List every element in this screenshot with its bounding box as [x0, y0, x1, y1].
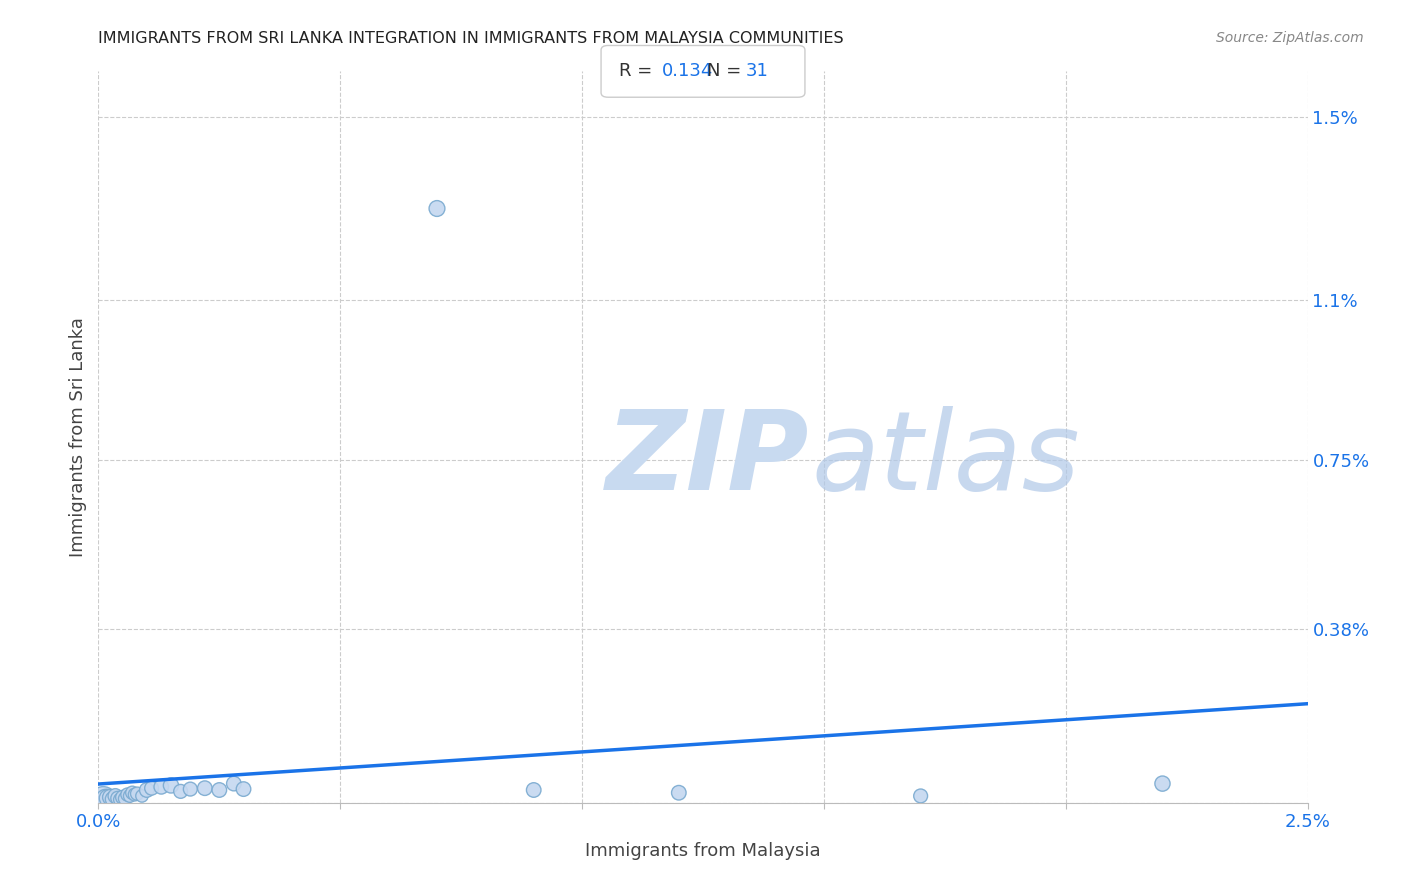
- Text: 31: 31: [745, 62, 769, 80]
- Point: [135, 783, 157, 797]
- Point: [118, 789, 141, 803]
- Point: [101, 792, 124, 806]
- Point: [117, 788, 139, 802]
- Point: [121, 786, 143, 800]
- Point: [426, 202, 449, 216]
- Point: [100, 790, 122, 805]
- Point: [108, 792, 131, 806]
- Point: [232, 782, 254, 797]
- Point: [107, 791, 129, 805]
- Point: [194, 781, 217, 796]
- Point: [910, 789, 932, 803]
- Text: IMMIGRANTS FROM SRI LANKA INTEGRATION IN IMMIGRANTS FROM MALAYSIA COMMUNITIES: IMMIGRANTS FROM SRI LANKA INTEGRATION IN…: [98, 31, 844, 46]
- Point: [150, 780, 173, 794]
- Point: [111, 790, 134, 805]
- Text: atlas: atlas: [811, 406, 1080, 513]
- Point: [1152, 776, 1174, 790]
- Point: [97, 791, 120, 805]
- Text: 0.134: 0.134: [661, 62, 713, 80]
- Point: [523, 783, 546, 797]
- Point: [141, 781, 163, 796]
- Point: [94, 792, 117, 806]
- Text: R =: R =: [619, 62, 658, 80]
- Point: [160, 779, 183, 793]
- Point: [668, 786, 690, 800]
- Point: [124, 788, 146, 802]
- Point: [91, 793, 114, 807]
- Point: [131, 789, 153, 803]
- Point: [208, 783, 231, 797]
- Text: N =: N =: [706, 62, 747, 80]
- Point: [169, 784, 191, 798]
- Point: [104, 789, 127, 803]
- X-axis label: Immigrants from Malaysia: Immigrants from Malaysia: [585, 842, 821, 860]
- Point: [222, 776, 245, 790]
- Point: [114, 791, 136, 805]
- Point: [179, 782, 201, 797]
- Y-axis label: Immigrants from Sri Lanka: Immigrants from Sri Lanka: [69, 318, 87, 557]
- Point: [127, 787, 149, 801]
- Text: Source: ZipAtlas.com: Source: ZipAtlas.com: [1216, 31, 1364, 45]
- Text: ZIP: ZIP: [606, 406, 810, 513]
